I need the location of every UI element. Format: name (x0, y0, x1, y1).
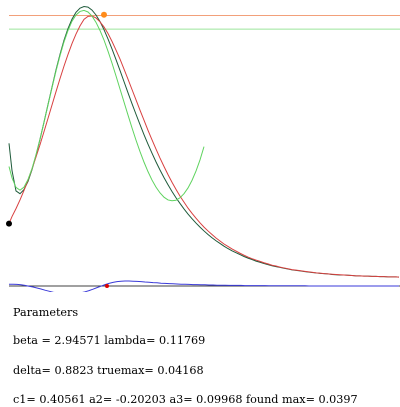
marker-point-3 (105, 284, 109, 288)
series-line-3 (8, 9, 205, 202)
series-line-4 (9, 280, 399, 292)
series-line-1 (8, 6, 400, 278)
parameters-beta-lambda: beta = 2.94571 lambda= 0.11769 (13, 334, 206, 347)
parameters-delta-truemax: delta= 0.8823 truemax= 0.04168 (13, 364, 204, 377)
series-line-2 (8, 15, 400, 278)
function-plot (6, 6, 400, 292)
marker-point-2 (101, 11, 107, 18)
parameters-heading: Parameters (13, 306, 79, 319)
marker-point-1 (6, 220, 12, 227)
parameters-coefficients-foundmax: c1= 0.40561 a2= -0.20203 a3= 0.09968 fou… (13, 393, 358, 406)
